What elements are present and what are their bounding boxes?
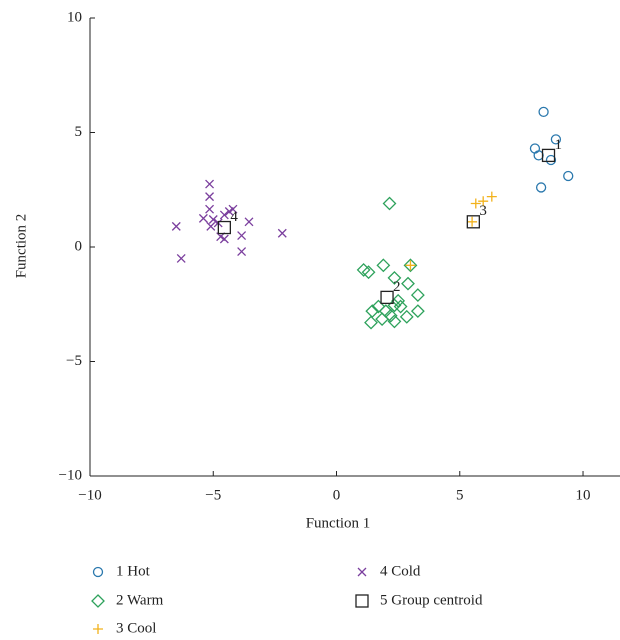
legend-label: 3 Cool [116, 620, 156, 636]
point [529, 143, 541, 154]
point [361, 265, 376, 280]
point [383, 308, 398, 323]
point [470, 198, 481, 209]
point [533, 150, 544, 161]
y-tick-label: −10 [59, 467, 82, 483]
y-axis-label: Function 2 [13, 214, 29, 279]
point [208, 215, 218, 224]
legend-marker [91, 594, 105, 608]
point [198, 213, 208, 223]
point [176, 253, 186, 263]
y-tick-label: −5 [66, 353, 82, 369]
point-label: 4 [230, 209, 238, 225]
y-tick-label: 0 [75, 238, 83, 254]
point-label: 1 [555, 137, 563, 153]
legend-marker [357, 567, 367, 577]
y-tick-label: 10 [67, 9, 82, 25]
point [410, 304, 425, 319]
point [206, 221, 216, 231]
point [541, 148, 556, 163]
x-tick-label: −5 [205, 487, 221, 503]
point [486, 191, 497, 202]
point [277, 228, 287, 238]
point [382, 196, 397, 211]
point [391, 293, 406, 308]
legend-label: 5 Group centroid [380, 592, 483, 608]
legend-marker [93, 624, 103, 634]
point [244, 217, 254, 227]
point [371, 299, 386, 314]
point [219, 234, 229, 244]
point [405, 260, 416, 271]
legend-marker [355, 594, 369, 608]
point [219, 210, 229, 220]
legend-label: 2 Warm [116, 592, 164, 608]
point [387, 270, 402, 285]
point [478, 196, 489, 207]
point [364, 315, 378, 330]
x-tick-label: −10 [78, 487, 101, 503]
point [401, 276, 415, 291]
point [410, 288, 425, 303]
x-tick-label: 5 [456, 487, 464, 503]
y-tick-label: 5 [75, 124, 83, 140]
point [376, 258, 391, 273]
point [387, 314, 402, 329]
x-tick-label: 10 [576, 487, 591, 503]
point [375, 312, 390, 327]
point [538, 106, 549, 118]
point [393, 299, 408, 314]
legend-marker [92, 566, 104, 578]
point [467, 216, 478, 227]
point [563, 170, 574, 182]
legend-label: 4 Cold [380, 563, 421, 579]
point [237, 247, 247, 257]
point [217, 220, 231, 235]
point [403, 258, 418, 273]
point [466, 215, 480, 229]
legend-label: 1 Hot [116, 563, 151, 579]
point [228, 204, 238, 214]
point [205, 204, 215, 214]
point [237, 231, 247, 241]
point [171, 221, 181, 231]
point-label: 3 [479, 203, 487, 219]
point [399, 309, 414, 324]
point [550, 134, 562, 145]
x-tick-label: 0 [333, 487, 341, 503]
point [535, 182, 547, 193]
point [380, 290, 394, 305]
x-axis-label: Function 1 [306, 515, 371, 531]
point [205, 192, 215, 202]
point [205, 179, 215, 189]
point [545, 154, 557, 166]
point-label: 2 [393, 279, 401, 295]
